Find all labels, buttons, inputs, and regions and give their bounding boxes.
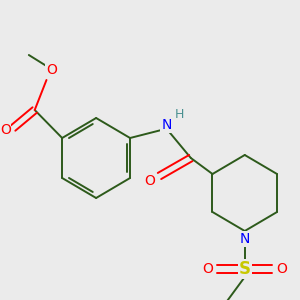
Text: O: O (46, 63, 57, 77)
Text: N: N (161, 118, 172, 132)
Text: O: O (277, 262, 287, 276)
Text: N: N (240, 232, 250, 246)
Text: O: O (0, 123, 11, 137)
Text: H: H (174, 107, 184, 121)
Text: O: O (202, 262, 213, 276)
Text: O: O (144, 174, 155, 188)
Text: S: S (239, 260, 251, 278)
